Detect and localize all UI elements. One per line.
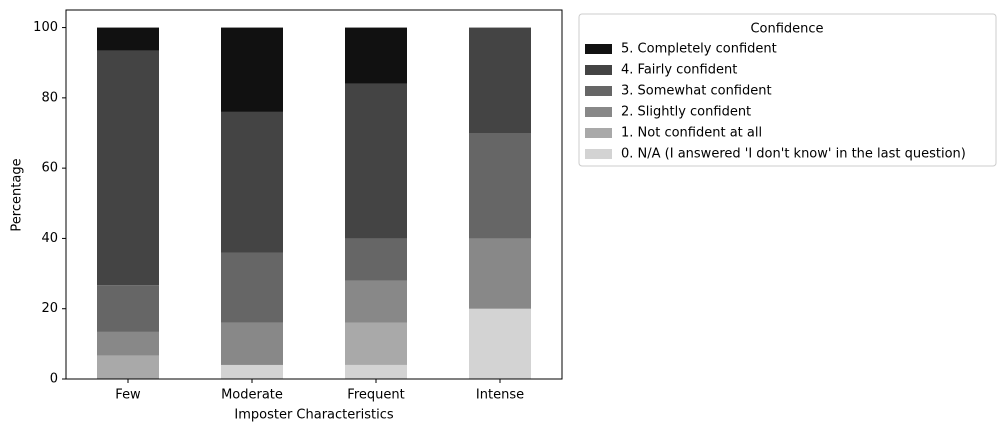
legend-title: Confidence <box>750 22 823 37</box>
bar-segment <box>469 133 531 239</box>
bar-segment <box>221 322 283 365</box>
legend-label: 0. N/A (I answered 'I don't know' in the… <box>621 147 966 162</box>
legend-swatch <box>585 86 612 96</box>
x-axis-label: Imposter Characteristics <box>234 408 393 423</box>
bar-segment <box>221 27 283 112</box>
legend-swatch <box>585 149 612 159</box>
legend-swatch <box>585 107 612 117</box>
bar-segment <box>345 238 407 281</box>
x-tick-label: Frequent <box>347 388 404 403</box>
legend-label: 5. Completely confident <box>621 42 777 57</box>
bar-segment <box>97 331 159 356</box>
y-tick-label: 80 <box>41 90 58 105</box>
bar-segment <box>345 322 407 365</box>
bar-segment <box>97 285 159 332</box>
bar-segment <box>345 364 407 379</box>
legend-label: 4. Fairly confident <box>621 63 737 78</box>
bar-segment <box>97 50 159 286</box>
legend-swatch <box>585 65 612 75</box>
y-tick-label: 100 <box>33 20 58 35</box>
legend-swatch <box>585 128 612 138</box>
bar-segment <box>469 27 531 134</box>
bar-segment <box>221 111 283 253</box>
y-tick-label: 40 <box>41 231 58 246</box>
bar-segment <box>469 238 531 309</box>
plot-frame <box>65 9 563 380</box>
bar-segment <box>469 308 531 379</box>
y-tick-label: 20 <box>41 301 58 316</box>
x-tick-label: Moderate <box>221 388 283 403</box>
legend-label: 3. Somewhat confident <box>621 84 772 99</box>
bar-segment <box>97 355 159 379</box>
legend-swatch <box>585 44 612 54</box>
bar-segment <box>345 83 407 239</box>
legend-label: 2. Slightly confident <box>621 105 751 120</box>
legend-box <box>578 13 997 167</box>
y-tick-label: 0 <box>50 372 58 387</box>
bar-segment <box>97 27 159 51</box>
bar-segment <box>345 27 407 84</box>
y-axis-label: Percentage <box>10 158 25 231</box>
bar-segment <box>221 252 283 323</box>
legend-label: 1. Not confident at all <box>621 126 762 141</box>
y-tick-label: 60 <box>41 161 58 176</box>
bar-segment <box>345 280 407 323</box>
x-tick-label: Intense <box>476 388 524 403</box>
bar-segment <box>221 364 283 379</box>
x-tick-label: Few <box>115 388 141 403</box>
